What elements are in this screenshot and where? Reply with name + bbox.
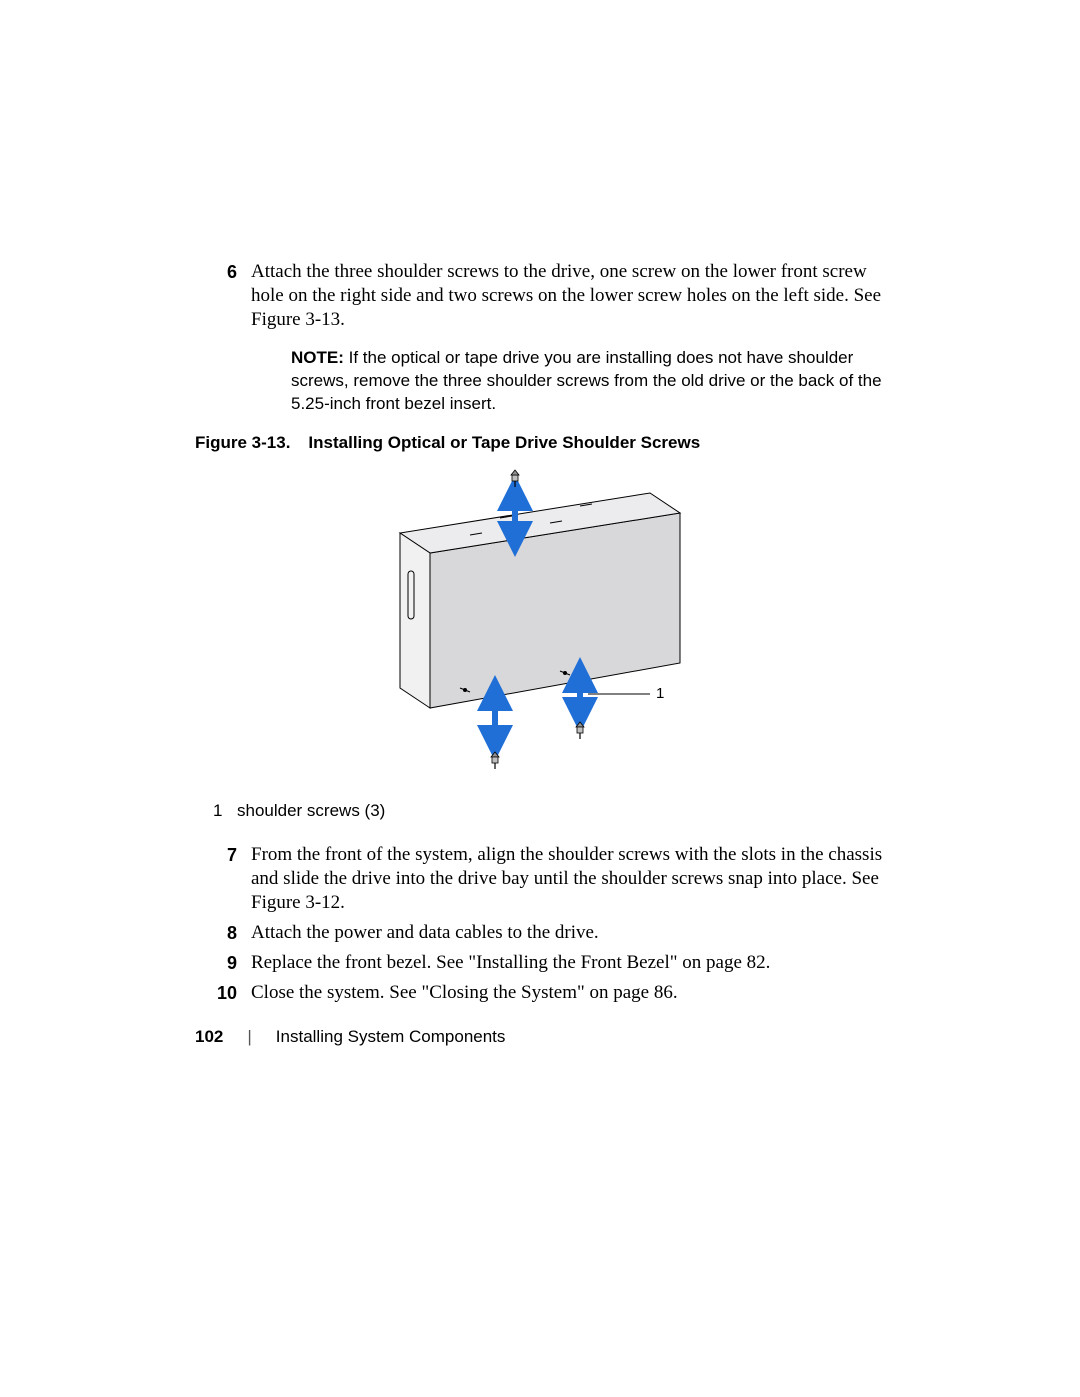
callout-number: 1 [656, 685, 664, 702]
step-number: 7 [195, 843, 251, 867]
figure-caption: Figure 3-13. Installing Optical or Tape D… [195, 433, 885, 453]
bottom-screw-arrow-1 [491, 693, 499, 769]
page-number: 102 [195, 1027, 223, 1047]
legend-label: shoulder screws (3) [237, 801, 385, 821]
note-label: NOTE: [291, 348, 344, 367]
step-text: Attach the power and data cables to the … [251, 921, 885, 945]
figure-title: Installing Optical or Tape Drive Shoulde… [308, 433, 700, 452]
step-row: 8 Attach the power and data cables to th… [195, 921, 885, 945]
legend-number: 1 [213, 801, 237, 821]
drive-front-face [400, 533, 430, 708]
step-text: Replace the front bezel. See "Installing… [251, 951, 885, 975]
document-page: 6 Attach the three shoulder screws to th… [0, 0, 1080, 1397]
drive-diagram: 1 [350, 463, 730, 783]
page-footer: 102 | Installing System Components [195, 1027, 505, 1047]
note-text: If the optical or tape drive you are ins… [291, 348, 882, 413]
step-row: 6 Attach the three shoulder screws to th… [195, 260, 885, 332]
step-text: Close the system. See "Closing the Syste… [251, 981, 885, 1005]
figure-wrap: 1 [195, 463, 885, 783]
screw-icon [576, 722, 584, 739]
step-number: 8 [195, 921, 251, 945]
step-number: 6 [195, 260, 251, 284]
bottom-screw-arrow-2 [576, 675, 584, 739]
footer-separator: | [247, 1027, 251, 1047]
step-number: 9 [195, 951, 251, 975]
step-text: From the front of the system, align the … [251, 843, 885, 915]
screw-icon [511, 470, 519, 487]
step-number: 10 [195, 981, 251, 1005]
section-title: Installing System Components [276, 1027, 506, 1047]
note-block: NOTE: If the optical or tape drive you a… [291, 346, 885, 415]
figure-legend: 1 shoulder screws (3) [213, 801, 885, 821]
figure-number: Figure 3-13. [195, 433, 290, 453]
step-list-b: 7 From the front of the system, align th… [195, 843, 885, 1005]
top-screw-arrow [511, 470, 519, 539]
step-text: Attach the three shoulder screws to the … [251, 260, 885, 332]
step-row: 7 From the front of the system, align th… [195, 843, 885, 915]
screw-icon [491, 752, 499, 769]
step-row: 10 Close the system. See "Closing the Sy… [195, 981, 885, 1005]
step-row: 9 Replace the front bezel. See "Installi… [195, 951, 885, 975]
step-list-a: 6 Attach the three shoulder screws to th… [195, 260, 885, 332]
